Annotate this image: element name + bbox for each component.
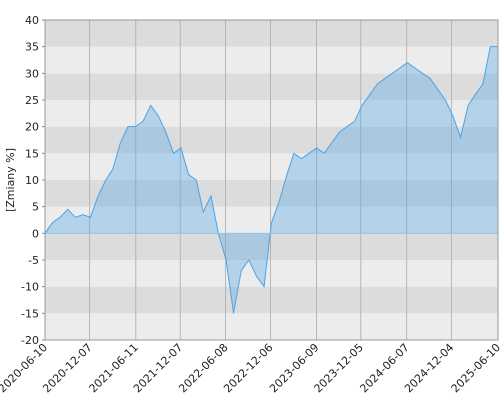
y-tick-label: -15 xyxy=(21,307,39,320)
band xyxy=(45,73,498,100)
y-tick-label: 10 xyxy=(25,174,39,187)
band xyxy=(45,46,498,74)
x-tick-label: 2025-06-10 xyxy=(449,341,500,395)
band xyxy=(45,206,498,234)
y-tick-label: 30 xyxy=(25,67,39,80)
y-tick-label: 5 xyxy=(32,201,39,214)
y-tick-label: 0 xyxy=(32,227,39,240)
area-fill xyxy=(45,46,498,314)
y-tick-label: 40 xyxy=(25,14,39,27)
y-tick-label: 35 xyxy=(25,41,39,54)
y-tick-label: -20 xyxy=(21,334,39,347)
line xyxy=(44,46,498,314)
band xyxy=(45,100,498,127)
y-tick-label: -5 xyxy=(28,254,39,267)
y-tick-label: 15 xyxy=(25,147,39,160)
band xyxy=(45,153,498,180)
y-tick-label: -10 xyxy=(21,281,39,294)
y-tick-label: 25 xyxy=(25,94,39,107)
band xyxy=(45,20,498,47)
band xyxy=(45,313,498,340)
band xyxy=(45,126,498,154)
y-tick-label: 20 xyxy=(25,121,39,134)
y-axis-label: [Zmiany %] xyxy=(4,148,17,212)
band xyxy=(45,286,498,314)
plot-frame xyxy=(44,19,499,341)
band xyxy=(45,180,498,207)
band xyxy=(45,233,498,260)
band xyxy=(45,260,498,287)
